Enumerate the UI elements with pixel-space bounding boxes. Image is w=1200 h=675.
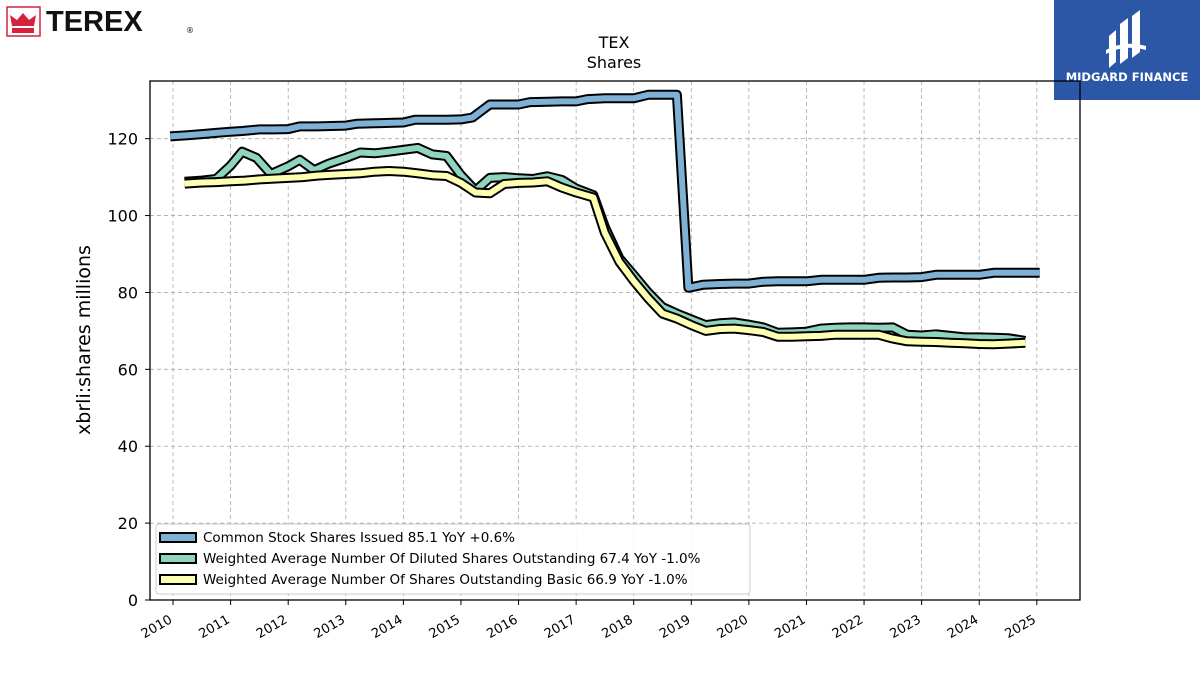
y-tick-label: 100 [107, 207, 138, 226]
plot-frame [149, 80, 1081, 601]
x-tick-label: 2024 [945, 612, 981, 642]
legend-label-0: Common Stock Shares Issued 85.1 YoY +0.6… [203, 530, 515, 546]
terex-registered-mark: ® [186, 26, 194, 35]
x-tick-label: 2018 [600, 612, 636, 642]
y-tick-label: 0 [128, 591, 138, 610]
chart-subtitle: Shares [587, 53, 642, 72]
midgard-wordmark: MIDGARD FINANCE [1066, 70, 1189, 84]
y-tick-label: 80 [118, 283, 138, 302]
y-tick-label: 120 [107, 130, 138, 149]
x-tick-label: 2014 [369, 612, 405, 642]
series-2-outline [184, 166, 1026, 350]
y-tick-label: 60 [118, 360, 138, 379]
x-tick-label: 2011 [196, 612, 232, 642]
midgard-finance-logo: MIDGARD FINANCE [1054, 0, 1200, 100]
series-2-line [184, 168, 1026, 348]
y-tick-label: 20 [118, 514, 138, 533]
x-tick-label: 2013 [312, 612, 348, 642]
legend-swatch-1 [159, 553, 197, 564]
x-tick-label: 2015 [427, 612, 463, 642]
x-tick-label: 2023 [887, 612, 923, 642]
y-axis-label: xbrli:shares millions [73, 245, 95, 435]
series-0-line [169, 91, 1040, 291]
chart-title: TEX [598, 33, 630, 52]
x-tick-label: 2017 [542, 612, 578, 642]
terex-crown-base [12, 28, 34, 33]
x-tick-label: 2021 [772, 612, 808, 642]
legend-swatch-0 [159, 532, 197, 543]
grid-lines [150, 81, 1080, 601]
terex-logo: TEREX ® [6, 6, 206, 38]
terex-crown-icon [10, 13, 36, 26]
y-tick-label: 40 [118, 437, 138, 456]
legend-box [155, 523, 751, 595]
legend-label-2: Weighted Average Number Of Shares Outsta… [203, 572, 688, 588]
legend-swatch-2 [159, 574, 197, 585]
x-tick-label: 2020 [715, 612, 751, 642]
x-tick-label: 2016 [484, 612, 520, 642]
x-tick-label: 2012 [254, 612, 290, 642]
series-lines [169, 89, 1040, 350]
legend: Common Stock Shares Issued 85.1 YoY +0.6… [155, 523, 751, 595]
x-tick-label: 2019 [657, 612, 693, 642]
x-tick-label: 2022 [830, 612, 866, 642]
x-tick-label: 2010 [139, 612, 175, 642]
legend-label-1: Weighted Average Number Of Diluted Share… [203, 551, 701, 567]
terex-wordmark: TEREX [46, 6, 143, 38]
x-tick-label: 2025 [1003, 612, 1039, 642]
midgard-emblem-icon [1106, 10, 1146, 68]
